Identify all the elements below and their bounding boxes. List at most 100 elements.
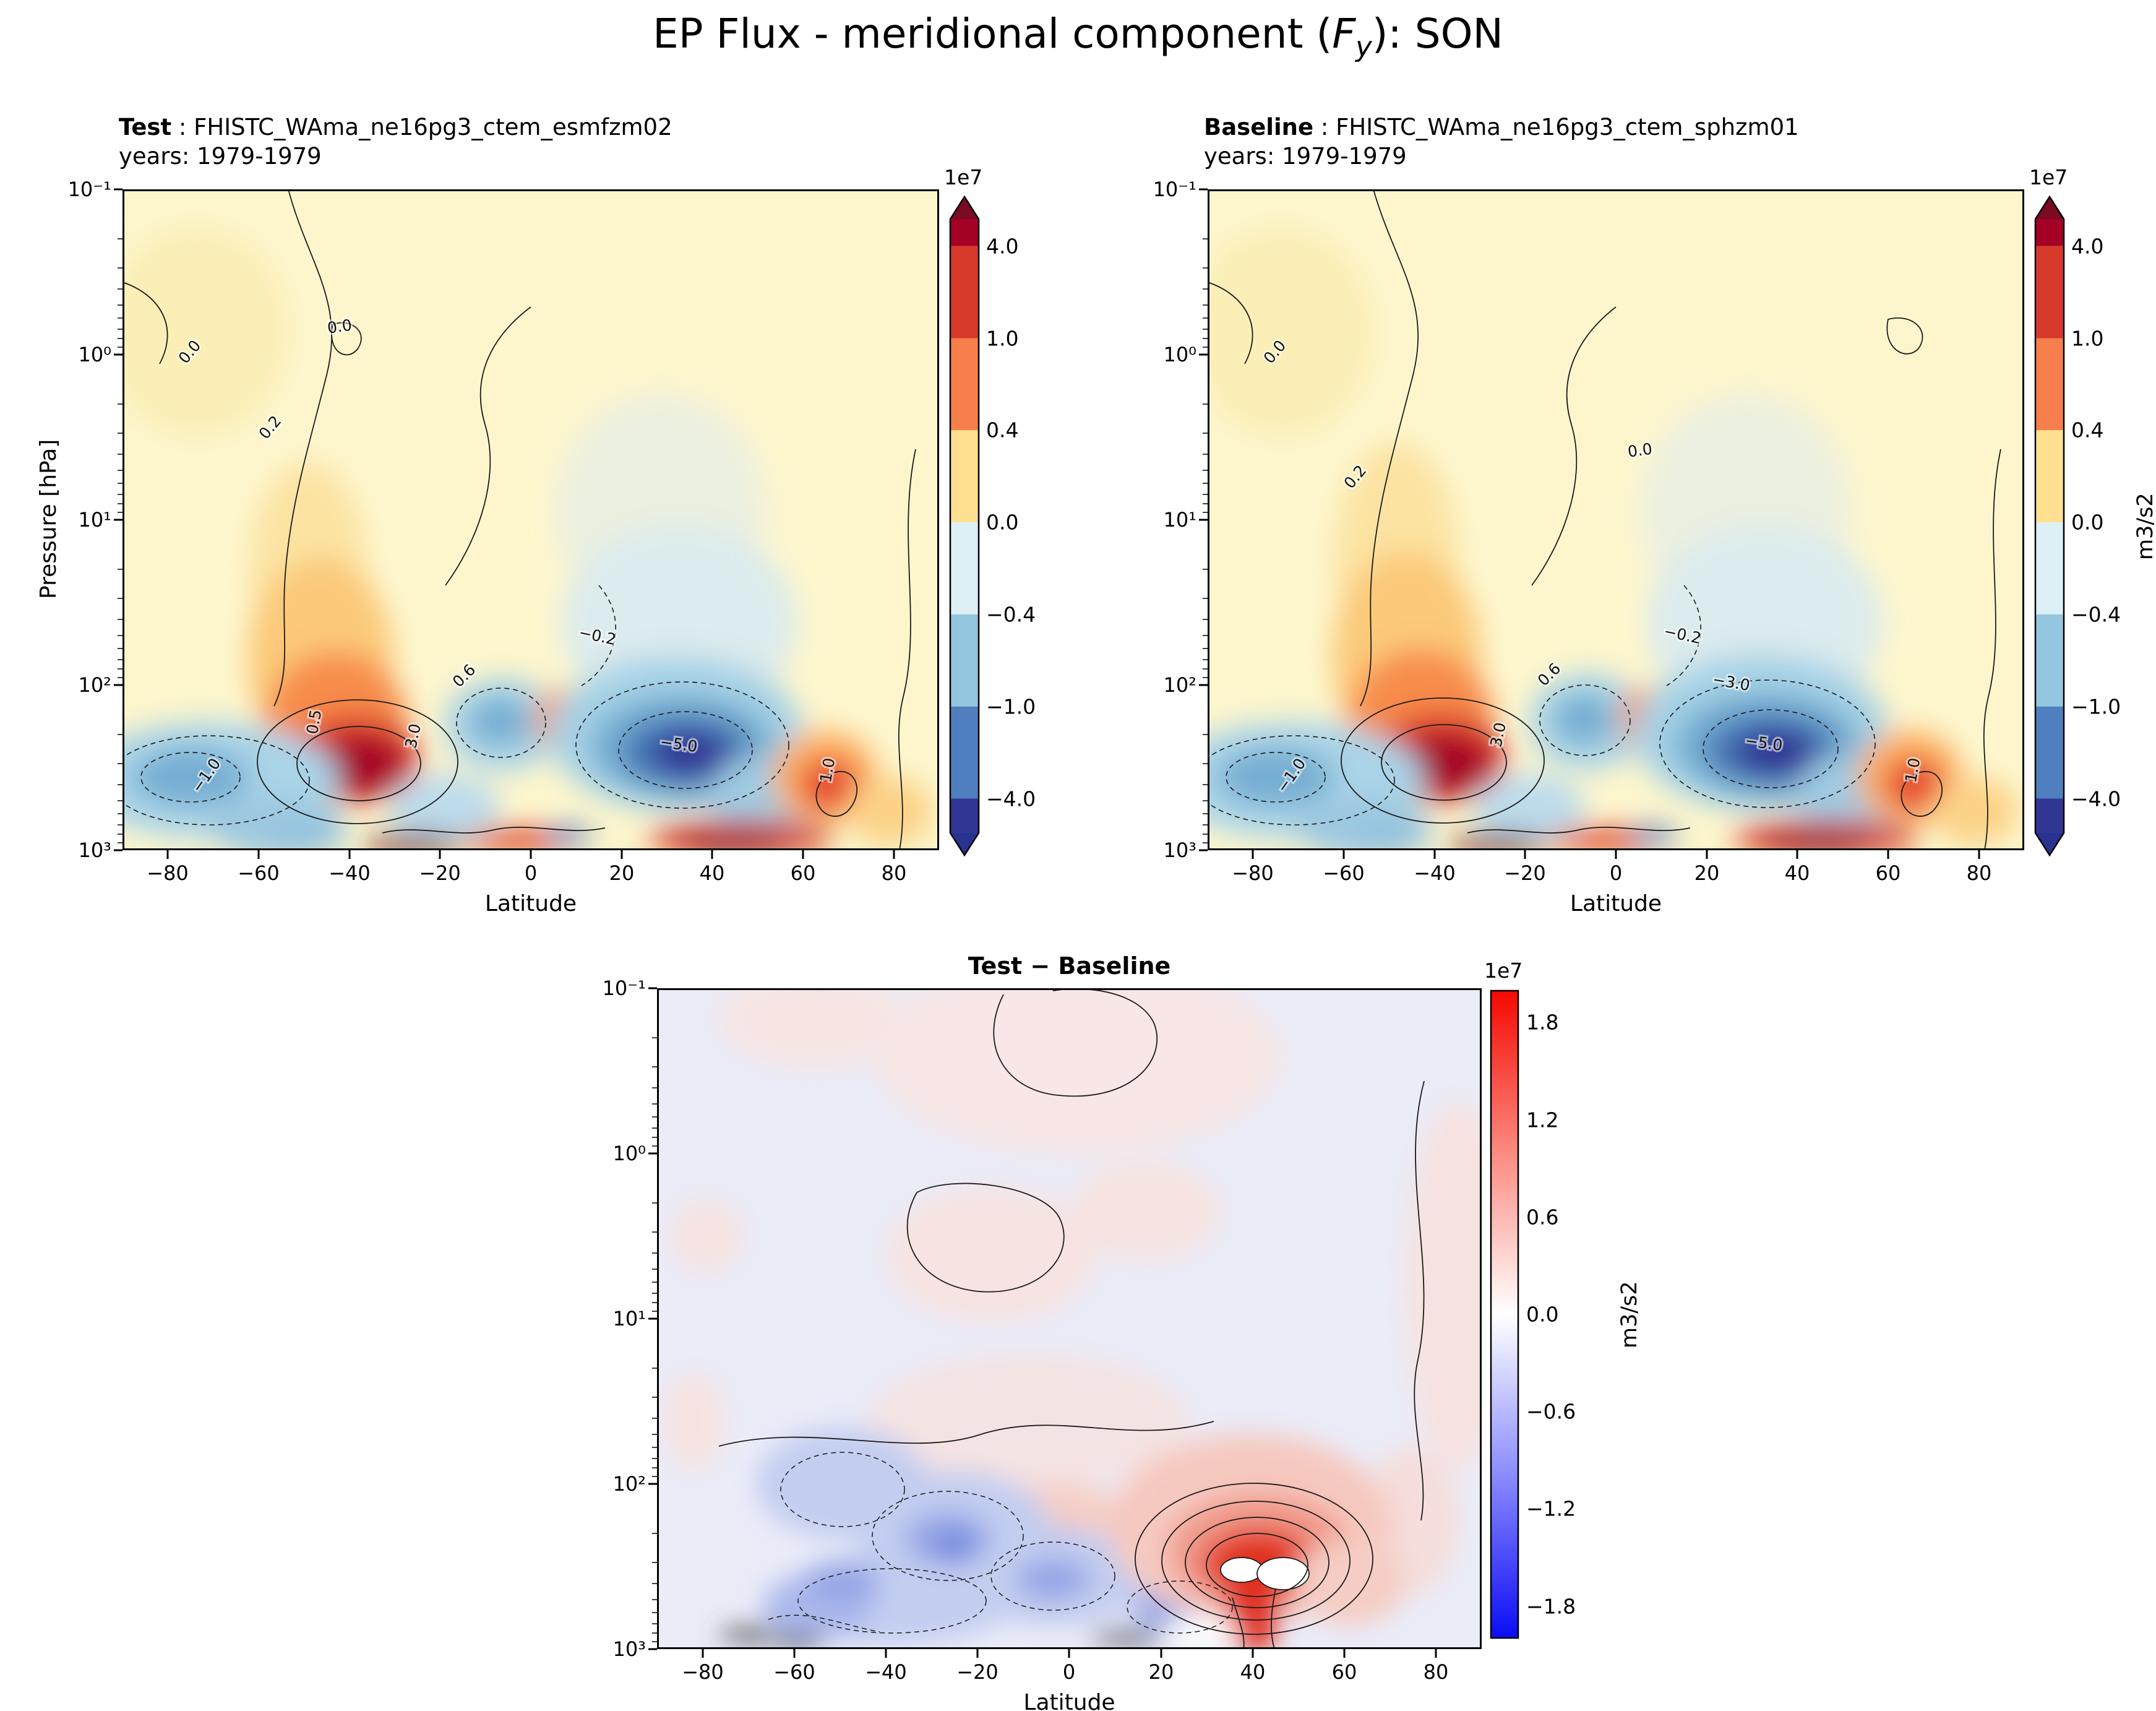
x-tick-label: 20 bbox=[1694, 861, 1720, 885]
colorbar-tick-label: 4.0 bbox=[986, 234, 1019, 259]
x-tick-label: −60 bbox=[1323, 861, 1365, 885]
x-tick-label: 80 bbox=[1966, 861, 1992, 885]
x-tick-label: −20 bbox=[956, 1660, 999, 1684]
x-tick-label: −40 bbox=[865, 1660, 907, 1684]
y-tick-label: 10⁰ bbox=[78, 343, 111, 366]
minor-ticks bbox=[1203, 238, 1208, 843]
colorbar-test: 1e7 4.0 1.0 0.4 0.0 −0.4 −1.0 −4.0 bbox=[944, 165, 1036, 857]
y-tick-label: 10² bbox=[78, 673, 111, 697]
baseline-contour-plot: 0.0 0.0 0.2 0.6 −0.2 3.0 −5.0 1.0 −3.0 −… bbox=[1199, 188, 2024, 859]
x-tick-label: 0 bbox=[1609, 861, 1623, 885]
colorbar-exponent: 1e7 bbox=[2029, 165, 2068, 189]
y-tick-label: 10¹ bbox=[1163, 508, 1196, 532]
colorbar-tick-label: −0.6 bbox=[1526, 1399, 1576, 1424]
x-tick-label: 0 bbox=[1062, 1660, 1076, 1684]
x-tick-label: 80 bbox=[881, 861, 907, 885]
panel-diff-title: Test − Baseline bbox=[968, 952, 1171, 980]
colorbar-tick-label: 0.0 bbox=[2071, 510, 2104, 535]
colorbar-tick-label: −0.4 bbox=[2071, 602, 2121, 627]
colorbar-tick-label: −0.4 bbox=[986, 602, 1036, 627]
colorbar-tick-label: 1.8 bbox=[1526, 1010, 1559, 1035]
colorbar-diff: 1e7 1.8 1.2 0.6 0.0 −0.6 −1.2 −1.8 m3/s2 bbox=[1484, 959, 1642, 1639]
negative-contour-lines bbox=[768, 1452, 1233, 1634]
x-tick-label: 60 bbox=[790, 861, 816, 885]
x-tick-label: −40 bbox=[329, 861, 371, 885]
colorbar-tick-label: 1.2 bbox=[1526, 1108, 1559, 1132]
x-tick-label: −80 bbox=[147, 861, 189, 885]
colorbar-gradient bbox=[949, 195, 980, 857]
x-tick-label: 40 bbox=[1240, 1660, 1266, 1684]
x-tick-label: 60 bbox=[1331, 1660, 1357, 1684]
y-tick-label: 10³ bbox=[612, 1637, 646, 1661]
x-tick-label: −40 bbox=[1414, 861, 1456, 885]
figure-title-math: F bbox=[1332, 10, 1356, 58]
panel-test-years: years: 1979-1979 bbox=[119, 143, 322, 170]
test-contour-plot: 0.0 0.0 0.2 0.6 −0.2 3.0 −5.0 1.0 0.5 −1… bbox=[114, 188, 939, 859]
colorbar-tick-label: −1.0 bbox=[986, 694, 1036, 719]
x-tick-label: 0 bbox=[524, 861, 538, 885]
colorbar-tick-label: 0.4 bbox=[2071, 418, 2104, 442]
x-tick-label: −60 bbox=[773, 1660, 815, 1684]
colorbar-gradient bbox=[2034, 195, 2065, 857]
y-tick-label: 10⁻¹ bbox=[602, 976, 646, 1000]
x-tick-label: 40 bbox=[1784, 861, 1810, 885]
positive-contour-lines bbox=[718, 988, 1425, 1649]
figure-title: EP Flux - meridional component (Fy): SON bbox=[653, 10, 1503, 64]
colorbar-exponent: 1e7 bbox=[1484, 959, 1523, 983]
colorbar-tick-label: 4.0 bbox=[2071, 234, 2104, 259]
panel-test-title: Test : FHISTC_WAma_ne16pg3_ctem_esmfzm02… bbox=[119, 114, 672, 170]
colorbar-tick-label: 0.6 bbox=[1526, 1205, 1559, 1230]
y-tick-label: 10³ bbox=[78, 838, 111, 862]
y-tick-label: 10⁻¹ bbox=[67, 178, 111, 201]
panel-diff: Test − Baseline bbox=[603, 952, 1642, 1711]
x-tick-label: −80 bbox=[1232, 861, 1274, 885]
panel-test: Test : FHISTC_WAma_ne16pg3_ctem_esmfzm02… bbox=[36, 114, 1036, 916]
svg-text:0.0: 0.0 bbox=[326, 316, 353, 337]
colorbar-tick-label: 1.0 bbox=[986, 326, 1019, 350]
diff-contour-plot bbox=[648, 987, 1482, 1658]
x-tick-label: 20 bbox=[1148, 1660, 1174, 1684]
positive-contour-lines bbox=[1208, 189, 2001, 850]
minor-ticks bbox=[118, 238, 122, 843]
major-ticks bbox=[648, 987, 1437, 1658]
y-tick-label: 10⁰ bbox=[1163, 343, 1196, 366]
panel-baseline-run-name: FHISTC_WAma_ne16pg3_ctem_sphzm01 bbox=[1336, 114, 1799, 140]
x-tick-label: 20 bbox=[609, 861, 635, 885]
y-tick-label: 10⁻¹ bbox=[1153, 178, 1196, 201]
panel-baseline-label: Baseline bbox=[1204, 114, 1314, 140]
figure-title-text: EP Flux - meridional component ( bbox=[653, 10, 1333, 58]
colorbar-tick-label: −4.0 bbox=[2071, 787, 2121, 811]
colorbar-tick-label: −4.0 bbox=[986, 787, 1036, 811]
y-axis-label: Pressure [hPa] bbox=[36, 439, 61, 599]
x-tick-label: 80 bbox=[1423, 1660, 1449, 1684]
x-tick-label: −80 bbox=[682, 1660, 724, 1684]
y-tick-label: 10³ bbox=[1163, 838, 1196, 862]
panel-test-run-name: FHISTC_WAma_ne16pg3_ctem_esmfzm02 bbox=[194, 114, 672, 140]
minor-ticks bbox=[652, 1037, 657, 1642]
x-tick-label: 60 bbox=[1875, 861, 1901, 885]
panel-test-label: Test bbox=[119, 114, 172, 140]
panel-baseline: Baseline : FHISTC_WAma_ne16pg3_ctem_sphz… bbox=[1153, 114, 2156, 916]
y-tick-label: 10¹ bbox=[612, 1307, 646, 1330]
y-tick-label: 10⁰ bbox=[612, 1142, 646, 1165]
colorbar-tick-label: −1.0 bbox=[2071, 694, 2121, 719]
x-tick-label: −20 bbox=[1504, 861, 1546, 885]
filled-contours bbox=[663, 988, 1482, 1649]
panel-baseline-title: Baseline : FHISTC_WAma_ne16pg3_ctem_sphz… bbox=[1204, 114, 1799, 170]
panel-baseline-years: years: 1979-1979 bbox=[1204, 143, 1407, 170]
colorbar-unit-label: m3/s2 bbox=[1617, 1281, 1642, 1348]
colorbar-exponent: 1e7 bbox=[944, 165, 983, 189]
colorbar-tick-label: −1.8 bbox=[1526, 1594, 1576, 1619]
x-axis-label: Latitude bbox=[1023, 1690, 1115, 1711]
x-axis-label: Latitude bbox=[1570, 891, 1662, 916]
colorbar-baseline: 1e7 4.0 1.0 0.4 0.0 −0.4 −1.0 −4.0 m3/s2 bbox=[2029, 165, 2156, 857]
colorbar-tick-label: 1.0 bbox=[2071, 326, 2104, 350]
colorbar-unit-label: m3/s2 bbox=[2133, 493, 2156, 560]
svg-text:0.0: 0.0 bbox=[1626, 439, 1653, 460]
colorbar-gradient bbox=[1490, 989, 1519, 1639]
major-ticks bbox=[114, 188, 895, 859]
x-axis-label: Latitude bbox=[484, 891, 577, 916]
colorbar-tick-label: 0.0 bbox=[986, 510, 1019, 535]
colorbar-tick-label: 0.0 bbox=[1526, 1302, 1559, 1327]
major-ticks bbox=[1199, 188, 1980, 859]
